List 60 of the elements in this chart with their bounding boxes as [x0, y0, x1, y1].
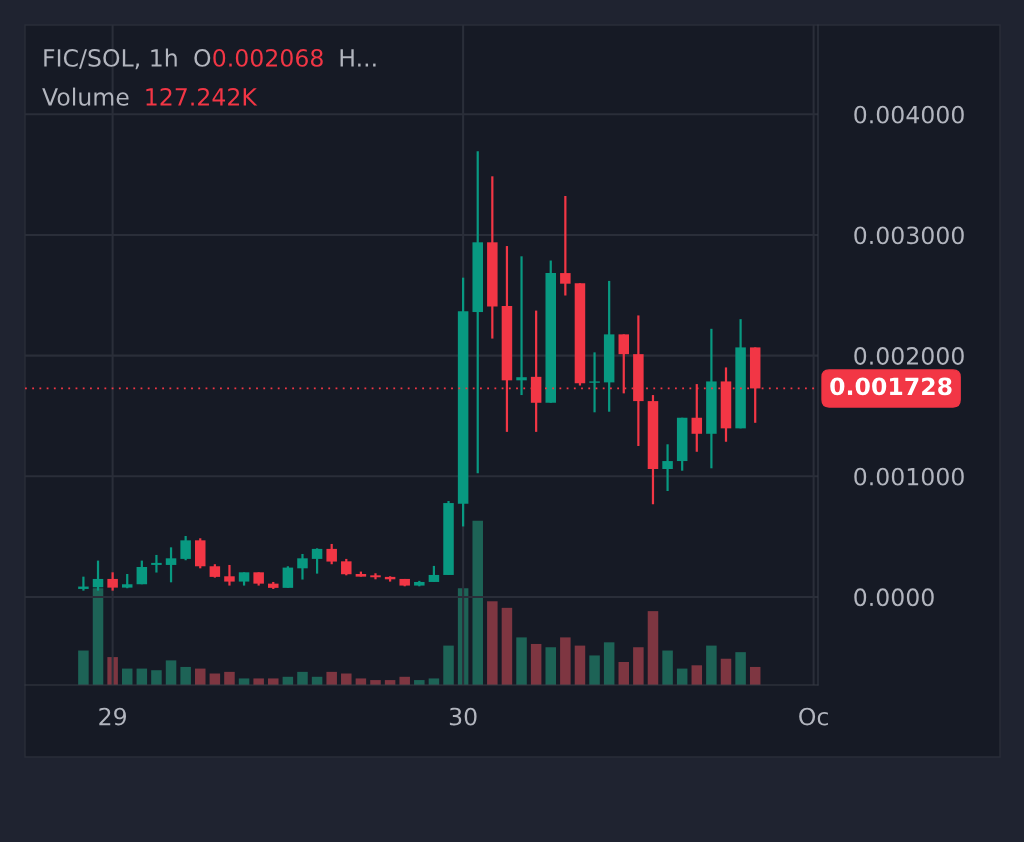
bar: [603, 642, 615, 685]
y-tick-label: 0.004000: [854, 105, 964, 124]
bar: [224, 671, 235, 685]
bar: [545, 647, 556, 685]
candlestick: [370, 572, 381, 581]
bar: [516, 637, 527, 685]
bar: [268, 678, 279, 685]
candlestick: [151, 553, 162, 574]
bar: [618, 662, 630, 685]
annotation: O: [194, 48, 211, 67]
bar: [706, 645, 717, 685]
y-tick-label: 0.0000: [854, 588, 934, 607]
annotation: 0.002068: [213, 48, 323, 67]
x-tick-label: 29: [99, 707, 126, 726]
bar: [165, 660, 177, 685]
bar: [341, 673, 352, 685]
bar: [399, 676, 410, 685]
bar: [326, 671, 337, 685]
bar: [78, 650, 89, 685]
x-tick-label: 30: [449, 707, 477, 726]
candlestick: [516, 255, 527, 397]
y-tick-label: 0.001000: [854, 467, 964, 486]
bar: [691, 665, 703, 685]
y-tick-label: 0.003000: [854, 226, 964, 245]
bar: [589, 655, 600, 685]
candlestick: [224, 563, 235, 587]
candlestick: [165, 546, 177, 584]
y-tick-label: 0.002000: [854, 347, 964, 365]
candlestick: [326, 542, 337, 566]
bar: [735, 652, 746, 685]
chart-title: Volume: [42, 87, 129, 106]
bar: [472, 520, 483, 685]
annotation: 127.242K: [146, 87, 258, 106]
bar: [501, 607, 513, 685]
bar: [443, 645, 454, 685]
bar: [647, 611, 659, 685]
candlestick: [107, 571, 118, 592]
bar: [633, 647, 644, 685]
candlestick: [311, 547, 323, 575]
candlestick: [589, 351, 600, 414]
ref-line-label: 0.001728: [830, 377, 952, 396]
bar: [151, 670, 162, 685]
bar: [297, 671, 308, 685]
text: FIC/SOL, 1h: [44, 48, 177, 70]
bar: [720, 658, 732, 685]
bar: [530, 643, 542, 685]
annotation: H...: [340, 49, 376, 67]
x-tick-label: Oc: [799, 707, 828, 726]
bar: [574, 645, 586, 685]
bar: [662, 650, 673, 685]
candlestick: [662, 443, 673, 493]
candlestick: [560, 194, 571, 297]
bar: [487, 601, 498, 685]
bar: [560, 637, 571, 685]
bar: [194, 668, 206, 685]
candlestick: [180, 534, 191, 562]
candlestick: [282, 565, 294, 589]
bar: [180, 666, 191, 685]
bar: [253, 678, 264, 685]
candlestick: [297, 552, 308, 581]
